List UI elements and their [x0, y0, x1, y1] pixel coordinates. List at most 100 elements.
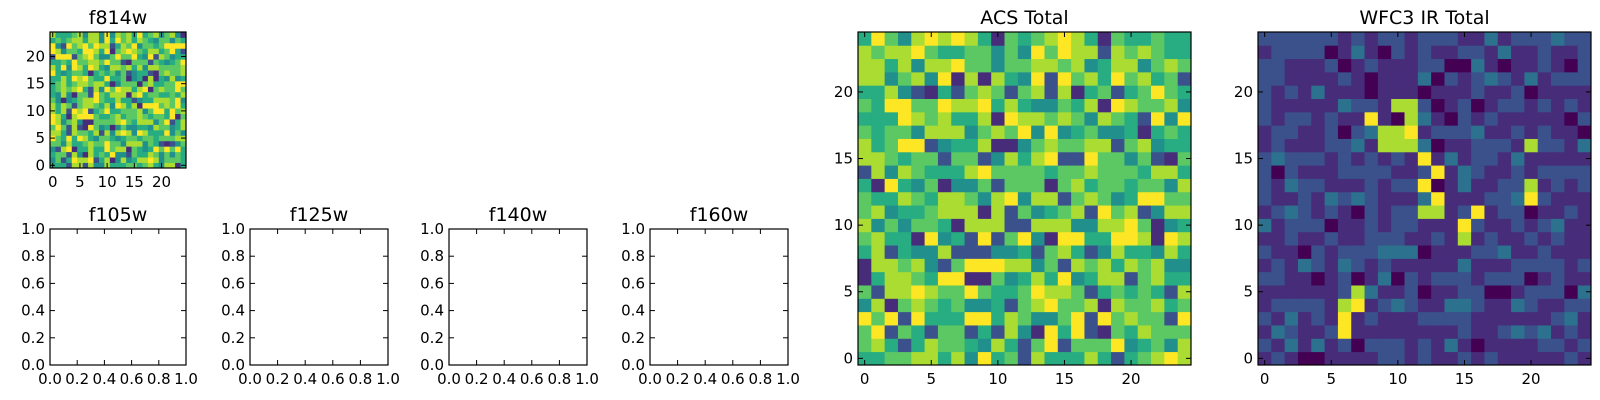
heatmap-cell [1471, 325, 1485, 339]
heatmap-cell [1164, 338, 1179, 353]
heatmap-cell [871, 205, 886, 219]
heatmap-cell [82, 157, 89, 163]
heatmap-cell [115, 119, 122, 125]
heatmap-cell [884, 178, 899, 193]
heatmap-cell [1031, 218, 1045, 233]
y-tick-label: 1.0 [420, 220, 444, 238]
heatmap-cell [1031, 125, 1045, 139]
heatmap-cell [1364, 218, 1379, 233]
heatmap-cell [1431, 138, 1445, 153]
heatmap-cell [924, 325, 939, 339]
heatmap-cell [871, 298, 886, 313]
heatmap-cell [1551, 71, 1565, 86]
heatmap-cell [82, 97, 89, 104]
heatmap-cell [1457, 325, 1472, 339]
heatmap-cell [1324, 71, 1339, 86]
heatmap-cell [1044, 32, 1059, 46]
heatmap-cell [1457, 218, 1472, 233]
heatmap-cell [1431, 285, 1445, 299]
heatmap-cell [120, 37, 127, 44]
heatmap-cell [1177, 245, 1192, 259]
heatmap-cell [1551, 45, 1565, 60]
heatmap-cell [1417, 151, 1432, 166]
heatmap-cell [93, 102, 100, 109]
heatmap-cell [98, 151, 105, 158]
heatmap-cell [126, 113, 132, 120]
heatmap-cell [897, 338, 912, 353]
heatmap-cell [1444, 125, 1459, 139]
heatmap-cell [858, 151, 872, 166]
heatmap-cell [1351, 218, 1365, 233]
y-tick-label: 0.6 [221, 274, 245, 292]
heatmap-cell [1417, 85, 1432, 99]
heatmap-cell [1151, 218, 1165, 233]
heatmap-cell [1551, 151, 1565, 166]
heatmap-cell [1271, 85, 1286, 99]
heatmap-cell [131, 108, 138, 114]
heatmap-cell [153, 151, 160, 158]
heatmap-cell [71, 124, 78, 131]
heatmap-cell [1377, 245, 1392, 259]
heatmap-cell [1391, 218, 1405, 233]
heatmap-cell [175, 157, 181, 163]
heatmap-cell [1311, 298, 1325, 313]
heatmap-cell [1324, 111, 1339, 126]
heatmap-cell [180, 124, 187, 131]
heatmap-cell [1044, 71, 1059, 86]
heatmap-cell [120, 129, 127, 136]
heatmap-cell [1537, 191, 1552, 206]
heatmap-cell [1404, 218, 1419, 233]
heatmap-cell [911, 205, 925, 219]
heatmap-cell [1137, 45, 1152, 60]
heatmap-cell [55, 53, 62, 60]
heatmap-cell [131, 53, 138, 60]
heatmap-cell [1311, 245, 1325, 259]
heatmap-cell [1337, 98, 1352, 113]
heatmap-cell [142, 157, 149, 163]
heatmap-cell [1497, 165, 1512, 179]
heatmap-cell [1311, 205, 1325, 219]
heatmap-cell [1497, 178, 1512, 193]
heatmap-cell [147, 135, 154, 142]
heatmap-cell [1111, 338, 1125, 353]
heatmap-cell [88, 102, 94, 109]
heatmap-cell [1377, 325, 1392, 339]
heatmap-cell [1311, 351, 1325, 366]
heatmap-cell [897, 32, 912, 46]
heatmap-cell [1404, 178, 1419, 193]
heatmap-cell [1084, 245, 1099, 259]
heatmap-cell [1151, 165, 1165, 179]
heatmap-cell [1417, 71, 1432, 86]
heatmap-cell [1417, 125, 1432, 139]
heatmap-cell [1391, 351, 1405, 366]
heatmap-cell [1084, 32, 1099, 46]
heatmap-cell [1457, 165, 1472, 179]
heatmap-cell [1271, 111, 1286, 126]
heatmap-cell [1311, 178, 1325, 193]
heatmap-cell [1457, 258, 1472, 273]
heatmap-cell [884, 325, 899, 339]
x-tick-label: 0.6 [721, 370, 745, 388]
heatmap-cell [1497, 245, 1512, 259]
heatmap-cell [60, 64, 67, 71]
heatmap-cell [1097, 338, 1112, 353]
heatmap-cell [131, 135, 138, 142]
heatmap-cell [120, 48, 127, 55]
heatmap-cell [897, 138, 912, 153]
heatmap-cell [1337, 32, 1352, 46]
heatmap-cell [60, 59, 67, 66]
heatmap-cell [937, 138, 952, 153]
heatmap-cell [1177, 32, 1192, 46]
heatmap-cell [1057, 191, 1072, 206]
heatmap-cell [180, 32, 187, 38]
heatmap-cell [115, 157, 122, 163]
heatmap-cell [93, 108, 100, 114]
heatmap-cell [1164, 285, 1179, 299]
heatmap-cell [131, 64, 138, 71]
heatmap-cell [60, 37, 67, 44]
heatmap-cell [1311, 45, 1325, 60]
heatmap-cell [77, 140, 84, 147]
heatmap-cell [1151, 298, 1165, 313]
heatmap-cell [1417, 138, 1432, 153]
heatmap-cell [1497, 218, 1512, 233]
